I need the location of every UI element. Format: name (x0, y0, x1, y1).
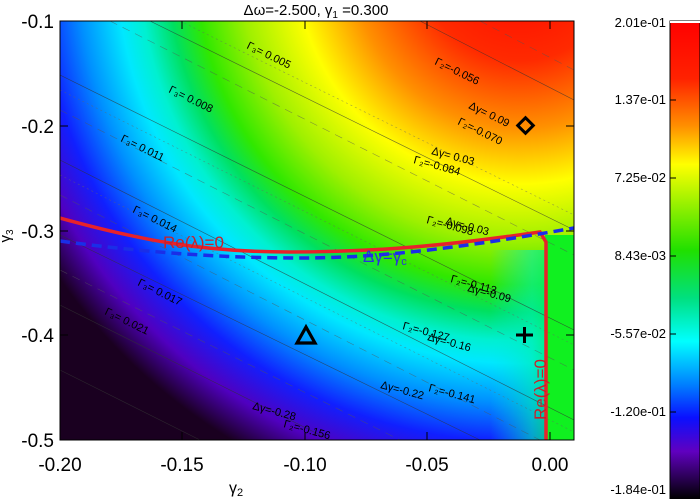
y-axis-ticks: -0.1 -0.2 -0.3 -0.4 -0.5 (21, 12, 54, 452)
x-axis-label: γ2 (229, 480, 243, 499)
diamond-marker (515, 115, 536, 136)
chart-title: Δω=-2.500, γ1 =0.300 (244, 2, 389, 21)
colorbar: 2.01e-01 1.37e-01 7.25e-02 8.43e-03 -5.5… (610, 15, 700, 499)
svg-text:-0.20: -0.20 (38, 455, 81, 476)
svg-text:0.00: 0.00 (532, 455, 569, 476)
svg-text:-1.84e-01: -1.84e-01 (610, 482, 666, 497)
plus-marker (516, 327, 533, 343)
delta-gamma-critical-curve (60, 226, 574, 260)
svg-text:-0.10: -0.10 (283, 455, 326, 476)
re-lambda-zero-curve (60, 216, 548, 440)
triangle-marker (294, 323, 318, 345)
delta-gamma-c-label: Δγ=γc (363, 247, 407, 268)
tick-marks (59, 20, 574, 440)
y-axis-label: γ3 (0, 229, 16, 243)
svg-text:8.43e-03: 8.43e-03 (615, 248, 666, 263)
svg-text:-0.2: -0.2 (21, 117, 54, 138)
svg-text:7.25e-02: 7.25e-02 (615, 170, 666, 185)
svg-text:-1.20e-01: -1.20e-01 (610, 404, 666, 419)
svg-text:1.37e-01: 1.37e-01 (615, 92, 666, 107)
re-lambda-label-vertical: Re(λ)=0 (531, 359, 550, 420)
re-lambda-label-horizontal: Re(λ)=0 (163, 233, 224, 252)
svg-text:-0.4: -0.4 (21, 326, 54, 347)
plot-area: Re(λ)=0 Δγ=γc Re(λ)=0 Γ₃= 0.005 Γ₃= 0.00… (60, 21, 574, 440)
svg-text:-0.05: -0.05 (405, 455, 448, 476)
x-axis-ticks: -0.20 -0.15 -0.10 -0.05 0.00 (38, 455, 568, 476)
svg-text:-0.15: -0.15 (160, 455, 203, 476)
svg-text:2.01e-01: 2.01e-01 (615, 15, 666, 30)
svg-text:-5.57e-02: -5.57e-02 (610, 326, 666, 341)
svg-text:-0.1: -0.1 (21, 12, 54, 33)
svg-text:-0.5: -0.5 (21, 431, 54, 452)
svg-text:-0.3: -0.3 (21, 222, 54, 243)
